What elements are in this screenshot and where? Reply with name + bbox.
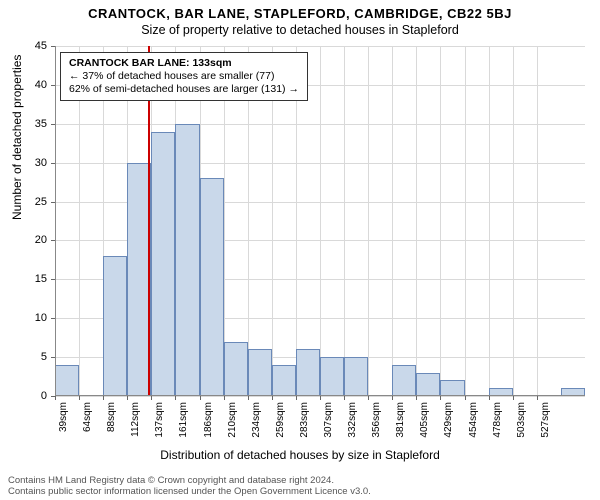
xtick-mark bbox=[416, 396, 417, 400]
ytick-label: 20 bbox=[17, 234, 47, 246]
histogram-bar bbox=[440, 380, 464, 396]
xtick-mark bbox=[537, 396, 538, 400]
grid-line bbox=[489, 46, 490, 396]
ytick-label: 15 bbox=[17, 273, 47, 285]
histogram-bar bbox=[151, 132, 175, 396]
annotation-box: CRANTOCK BAR LANE: 133sqm ← 37% of detac… bbox=[60, 52, 308, 101]
grid-line bbox=[537, 46, 538, 396]
xtick-mark bbox=[248, 396, 249, 400]
ytick-label: 0 bbox=[17, 390, 47, 402]
ytick-label: 10 bbox=[17, 312, 47, 324]
histogram-bar bbox=[224, 342, 248, 396]
xtick-label: 137sqm bbox=[154, 402, 165, 438]
xtick-mark bbox=[224, 396, 225, 400]
footer-line-2: Contains public sector information licen… bbox=[8, 487, 371, 498]
xtick-label: 332sqm bbox=[347, 402, 358, 438]
xtick-mark bbox=[392, 396, 393, 400]
grid-line bbox=[320, 46, 321, 396]
xtick-label: 210sqm bbox=[227, 402, 238, 438]
grid-line bbox=[344, 46, 345, 396]
xtick-mark bbox=[175, 396, 176, 400]
histogram-bar bbox=[55, 365, 79, 396]
xtick-mark bbox=[513, 396, 514, 400]
xtick-label: 356sqm bbox=[371, 402, 382, 438]
xtick-label: 454sqm bbox=[468, 402, 479, 438]
histogram-bar bbox=[344, 357, 368, 396]
grid-line bbox=[368, 46, 369, 396]
x-axis-label: Distribution of detached houses by size … bbox=[0, 448, 600, 462]
ytick-label: 40 bbox=[17, 79, 47, 91]
xtick-label: 527sqm bbox=[540, 402, 551, 438]
xtick-label: 112sqm bbox=[130, 402, 141, 437]
xtick-label: 259sqm bbox=[275, 402, 286, 438]
histogram-bar bbox=[200, 178, 224, 396]
xtick-mark bbox=[127, 396, 128, 400]
grid-line bbox=[392, 46, 393, 396]
xtick-mark bbox=[55, 396, 56, 400]
xtick-label: 478sqm bbox=[492, 402, 503, 438]
xtick-label: 64sqm bbox=[82, 402, 93, 432]
annotation-line-1: CRANTOCK BAR LANE: 133sqm bbox=[69, 57, 299, 70]
xtick-label: 307sqm bbox=[323, 402, 334, 438]
ytick-label: 45 bbox=[17, 40, 47, 52]
grid-line bbox=[416, 46, 417, 396]
xtick-mark bbox=[320, 396, 321, 400]
histogram-bar bbox=[175, 124, 199, 396]
histogram-bar bbox=[272, 365, 296, 396]
xtick-mark bbox=[465, 396, 466, 400]
ytick-label: 30 bbox=[17, 157, 47, 169]
grid-line bbox=[513, 46, 514, 396]
ytick-label: 5 bbox=[17, 351, 47, 363]
footer-text: Contains HM Land Registry data © Crown c… bbox=[8, 476, 371, 498]
xtick-label: 405sqm bbox=[419, 402, 430, 438]
y-axis-line bbox=[55, 46, 56, 396]
xtick-mark bbox=[489, 396, 490, 400]
xtick-label: 161sqm bbox=[178, 402, 189, 438]
histogram-bar bbox=[392, 365, 416, 396]
annotation-line-3: 62% of semi-detached houses are larger (… bbox=[69, 83, 299, 96]
xtick-mark bbox=[368, 396, 369, 400]
ytick-label: 35 bbox=[17, 118, 47, 130]
xtick-label: 283sqm bbox=[299, 402, 310, 438]
xtick-label: 234sqm bbox=[251, 402, 262, 438]
xtick-mark bbox=[272, 396, 273, 400]
ytick-label: 25 bbox=[17, 196, 47, 208]
xtick-label: 39sqm bbox=[58, 402, 69, 432]
xtick-mark bbox=[79, 396, 80, 400]
xtick-mark bbox=[440, 396, 441, 400]
xtick-mark bbox=[200, 396, 201, 400]
annotation-line-2: ← 37% of detached houses are smaller (77… bbox=[69, 70, 299, 83]
xtick-mark bbox=[103, 396, 104, 400]
xtick-label: 381sqm bbox=[395, 402, 406, 438]
page-subtitle: Size of property relative to detached ho… bbox=[0, 21, 600, 41]
histogram-bar bbox=[103, 256, 127, 396]
grid-line bbox=[440, 46, 441, 396]
xtick-label: 186sqm bbox=[203, 402, 214, 438]
xtick-label: 88sqm bbox=[106, 402, 117, 432]
page-title: CRANTOCK, BAR LANE, STAPLEFORD, CAMBRIDG… bbox=[0, 0, 600, 21]
x-axis-line bbox=[55, 395, 585, 396]
histogram-bar bbox=[416, 373, 440, 396]
xtick-mark bbox=[151, 396, 152, 400]
histogram-bar bbox=[248, 349, 272, 396]
xtick-mark bbox=[296, 396, 297, 400]
xtick-label: 429sqm bbox=[443, 402, 454, 438]
xtick-label: 503sqm bbox=[516, 402, 527, 438]
grid-line bbox=[465, 46, 466, 396]
xtick-mark bbox=[344, 396, 345, 400]
histogram-bar bbox=[320, 357, 344, 396]
histogram-bar bbox=[296, 349, 320, 396]
